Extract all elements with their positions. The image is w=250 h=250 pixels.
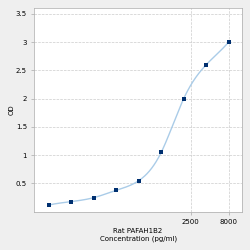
Point: [204, 63, 208, 67]
Y-axis label: OD: OD: [8, 105, 14, 115]
Point: [182, 97, 186, 101]
Point: [226, 40, 230, 44]
X-axis label: Rat PAFAH1B2
Concentration (pg/ml): Rat PAFAH1B2 Concentration (pg/ml): [100, 228, 177, 242]
Point: [92, 196, 96, 200]
Point: [137, 179, 141, 183]
Point: [70, 200, 73, 203]
Point: [159, 150, 163, 154]
Point: [114, 188, 118, 192]
Point: [47, 203, 51, 207]
